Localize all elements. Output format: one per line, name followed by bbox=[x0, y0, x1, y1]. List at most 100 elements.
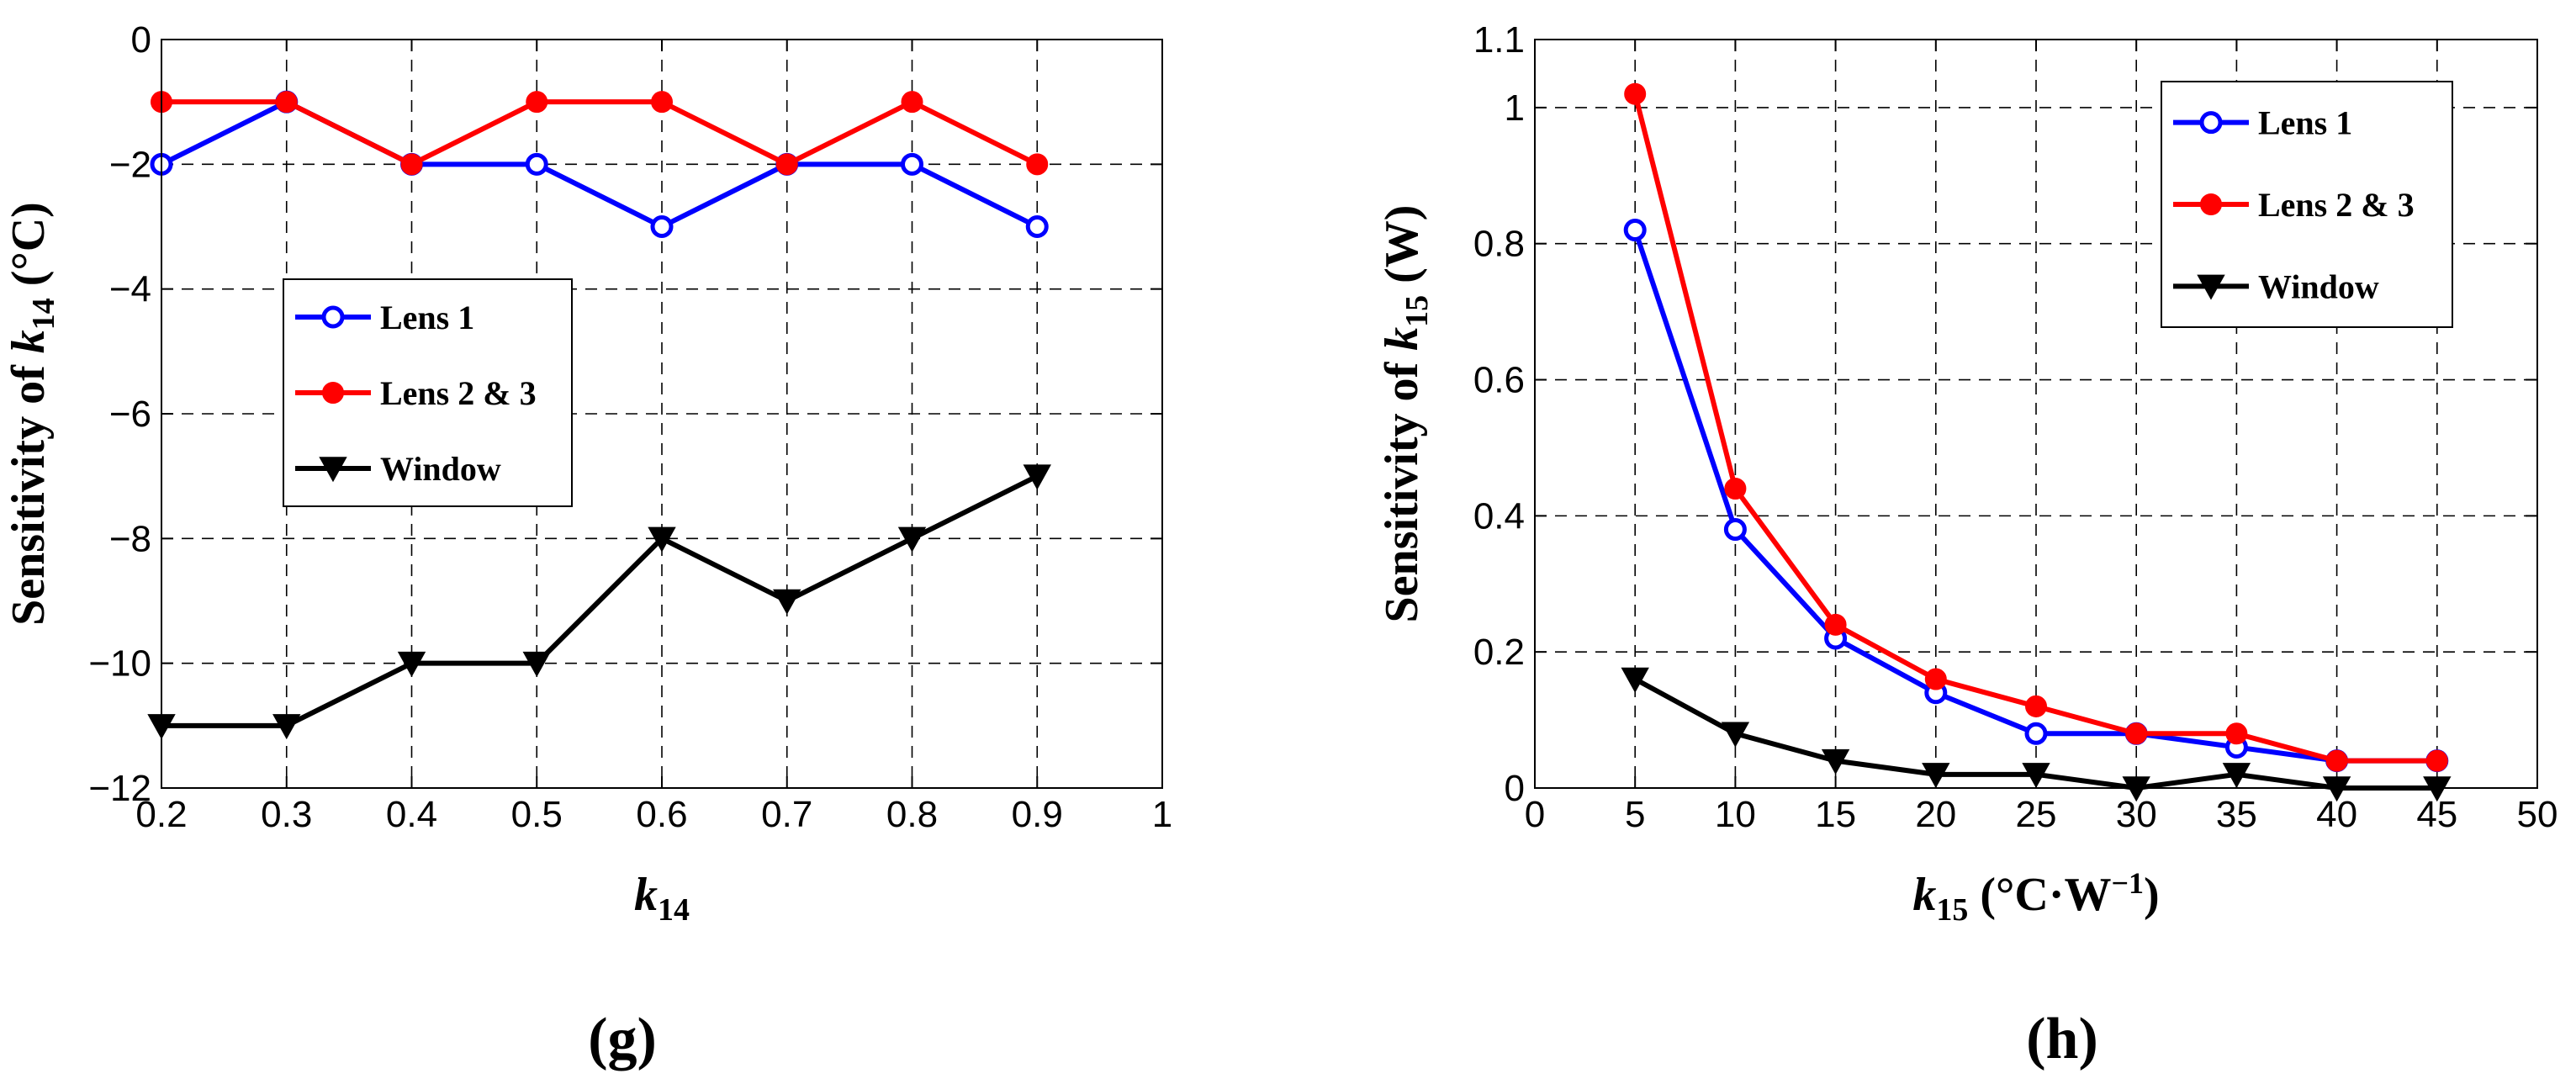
data-point-lens1 bbox=[2024, 722, 2048, 745]
legend-marker-window bbox=[2197, 274, 2225, 300]
legend-label: Lens 2 & 3 bbox=[2258, 186, 2415, 224]
series-line-window bbox=[161, 473, 1039, 728]
y-axis-title-unit: (°C) bbox=[3, 202, 55, 298]
y-axis-title-prefix: Sensitivity of bbox=[3, 353, 55, 626]
data-point-lens23 bbox=[1724, 478, 1747, 500]
y-axis-title-unit: (W) bbox=[1376, 205, 1428, 295]
legend-label: Window bbox=[2258, 267, 2379, 305]
legend-marker-lens23 bbox=[2200, 193, 2222, 215]
y-tick-label: −2 bbox=[109, 144, 151, 185]
x-tick-label: 0.2 bbox=[135, 794, 187, 835]
data-point-lens1 bbox=[1025, 215, 1049, 238]
data-point-window bbox=[1922, 763, 1950, 789]
y-axis-title-sub: 15 bbox=[1399, 295, 1435, 327]
x-tick-label: 35 bbox=[2216, 794, 2257, 835]
data-point-lens23 bbox=[1624, 82, 1647, 105]
x-axis-title: k15 (°C·W−1) bbox=[1912, 866, 2159, 928]
y-axis-title-sub: 14 bbox=[26, 298, 61, 330]
data-point-window bbox=[1023, 464, 1051, 490]
data-point-window bbox=[897, 526, 927, 553]
x-tick-label: 0.8 bbox=[886, 794, 938, 835]
x-tick-label: 0.9 bbox=[1012, 794, 1063, 835]
y-tick-label: −6 bbox=[109, 394, 151, 435]
data-point-lens23 bbox=[1924, 668, 1947, 690]
data-point-window bbox=[397, 651, 426, 677]
data-point-lens23 bbox=[2125, 722, 2148, 745]
data-point-window bbox=[1621, 667, 1649, 693]
panel-label: (g) bbox=[588, 1007, 657, 1071]
data-point-lens1 bbox=[525, 152, 548, 176]
y-axis-title: Sensitivity of k15 (W) bbox=[1376, 205, 1435, 623]
x-tick-label: 0.5 bbox=[511, 794, 563, 835]
data-point-window bbox=[773, 589, 801, 615]
chart-g: 0.2 0.3 0.4 0.5 0.6 0.7 0.8 0.9 1 0 −2 −4 −6 −8 −10 −12… bbox=[3, 19, 1172, 1071]
data-point-lens23 bbox=[651, 91, 673, 114]
x-axis-title-close: ) bbox=[2144, 869, 2160, 921]
plot-frame bbox=[1534, 39, 2538, 789]
y-axis-title-prefix: Sensitivity of bbox=[1376, 351, 1428, 623]
plot-frame bbox=[161, 39, 1163, 789]
x-tick-label: 0.6 bbox=[636, 794, 687, 835]
x-tick-label: 20 bbox=[1915, 794, 1956, 835]
x-axis-title-var: k bbox=[1912, 869, 1936, 921]
legend-marker-lens1 bbox=[321, 305, 345, 329]
y-axis-title: Sensitivity of k14 (°C) bbox=[3, 202, 61, 626]
data-point-lens23 bbox=[775, 153, 798, 176]
y-tick-label: 0 bbox=[1505, 768, 1525, 809]
data-point-window bbox=[2022, 763, 2050, 789]
data-point-window bbox=[272, 714, 301, 740]
series-line-lens23 bbox=[161, 99, 1039, 167]
y-tick-label: 0.6 bbox=[1473, 360, 1525, 401]
x-axis-title-var: k bbox=[634, 869, 658, 921]
data-point-lens23 bbox=[2025, 695, 2047, 717]
legend-label: Lens 2 & 3 bbox=[380, 374, 537, 412]
y-tick-label: −4 bbox=[109, 269, 151, 310]
legend-label: Window bbox=[380, 450, 501, 488]
x-tick-label: 50 bbox=[2517, 794, 2558, 835]
data-point-lens1 bbox=[650, 215, 674, 238]
x-axis-title: k14 bbox=[634, 869, 690, 928]
x-axis-title-sub: 14 bbox=[658, 892, 690, 928]
x-tick-label: 0.4 bbox=[386, 794, 437, 835]
y-tick-label: 1.1 bbox=[1473, 19, 1525, 61]
y-tick-label: 0.4 bbox=[1473, 495, 1525, 537]
legend-label: Lens 1 bbox=[380, 299, 474, 336]
panel-label: (h) bbox=[2026, 1007, 2098, 1071]
data-point-lens23 bbox=[275, 91, 298, 114]
x-axis-title-sub: 15 bbox=[1936, 892, 1968, 928]
y-tick-label: −12 bbox=[88, 768, 151, 809]
data-point-lens23 bbox=[1026, 153, 1049, 176]
x-axis-title-sup: −1 bbox=[2112, 866, 2145, 900]
data-point-lens1 bbox=[1623, 219, 1647, 242]
chart-h: 0 5 10 15 20 25 30 35 40 45 5000.20.40.60.811.1Len… bbox=[1376, 19, 2557, 1071]
legend-marker-lens1 bbox=[2199, 111, 2223, 135]
data-point-window bbox=[648, 526, 676, 553]
legend: Lens 1 Lens 2 & 3 Window bbox=[283, 278, 573, 507]
data-point-lens23 bbox=[901, 91, 923, 114]
legend: Lens 1 Lens 2 & 3 Window bbox=[2161, 81, 2453, 328]
y-tick-label: 1 bbox=[1505, 87, 1525, 129]
data-point-lens1 bbox=[901, 152, 923, 176]
data-point-window bbox=[522, 651, 551, 677]
data-point-lens23 bbox=[526, 91, 548, 114]
legend-label: Lens 1 bbox=[2258, 104, 2352, 142]
x-tick-label: 1 bbox=[1152, 794, 1172, 835]
data-point-window bbox=[2222, 763, 2251, 789]
data-point-window bbox=[1721, 722, 1750, 748]
x-tick-label: 0.3 bbox=[261, 794, 312, 835]
y-tick-label: −8 bbox=[109, 518, 151, 559]
data-point-lens23 bbox=[1824, 613, 1847, 636]
x-tick-label: 5 bbox=[1625, 794, 1645, 835]
legend-marker-lens23 bbox=[322, 382, 344, 404]
y-axis-title-var: k bbox=[1376, 327, 1428, 351]
x-tick-label: 10 bbox=[1715, 794, 1756, 835]
legend-marker-window bbox=[319, 457, 347, 483]
y-tick-label: 0 bbox=[131, 19, 151, 61]
y-tick-label: 0.8 bbox=[1473, 224, 1525, 265]
data-point-lens23 bbox=[2325, 749, 2348, 772]
x-tick-label: 0 bbox=[1525, 794, 1545, 835]
y-tick-label: −10 bbox=[88, 643, 151, 685]
y-axis-title-var: k bbox=[3, 330, 55, 353]
data-point-lens23 bbox=[400, 153, 423, 176]
